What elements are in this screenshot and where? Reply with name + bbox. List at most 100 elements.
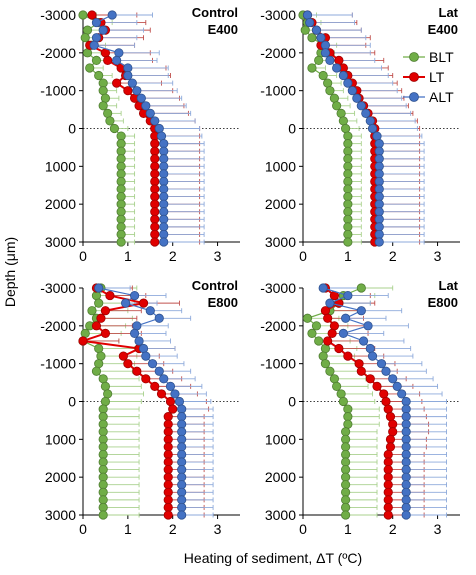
data-point-lt <box>150 237 160 247</box>
data-point-alt <box>129 290 140 301</box>
y-tick-label: 1000 <box>45 431 76 447</box>
x-tick-label: 1 <box>344 248 352 264</box>
data-point-alt <box>374 176 384 187</box>
data-point-lt <box>383 457 393 467</box>
y-axis-label: Depth (μm) <box>2 237 18 307</box>
data-point-lt <box>388 427 398 437</box>
data-point-blt <box>116 199 126 209</box>
data-point-lt <box>385 412 396 422</box>
data-point-alt <box>123 63 133 73</box>
data-point-blt <box>343 169 353 179</box>
data-point-blt <box>336 389 346 399</box>
data-point-alt <box>177 502 187 513</box>
data-point-alt <box>401 502 411 513</box>
y-tick-label: 1000 <box>265 431 296 447</box>
data-point-blt <box>341 427 351 437</box>
data-point-blt <box>116 207 126 217</box>
data-point-blt <box>323 78 333 88</box>
data-point-alt <box>159 169 169 179</box>
data-point-alt <box>332 63 342 73</box>
data-point-alt <box>401 495 411 505</box>
legend-marker-lt <box>409 72 419 82</box>
data-point-blt <box>307 63 317 73</box>
data-point-blt <box>100 381 111 391</box>
data-point-alt <box>318 283 328 293</box>
data-point-alt <box>94 283 104 293</box>
data-point-alt <box>127 78 137 88</box>
data-point-blt <box>116 192 126 202</box>
data-point-alt <box>374 237 384 247</box>
legend-marker-blt <box>409 52 419 62</box>
data-point-alt <box>159 214 169 224</box>
data-point-blt <box>116 131 126 141</box>
y-tick-label: 2000 <box>265 196 296 212</box>
data-point-blt <box>343 139 353 149</box>
data-point-lt <box>383 495 393 505</box>
data-point-lt <box>150 154 160 164</box>
data-point-alt <box>401 412 411 422</box>
data-point-alt <box>356 306 366 316</box>
data-point-alt <box>154 123 164 134</box>
data-point-lt <box>96 313 106 323</box>
data-point-blt <box>98 457 108 467</box>
data-point-blt <box>116 169 126 179</box>
y-tick-label: 1000 <box>265 158 296 174</box>
data-point-alt <box>177 510 187 520</box>
data-point-alt <box>401 404 411 414</box>
data-point-alt <box>159 374 169 384</box>
panel-title-line2: E400 <box>208 22 238 37</box>
data-point-alt <box>397 389 407 399</box>
data-point-lt <box>163 502 173 513</box>
data-point-blt <box>94 298 104 308</box>
data-point-blt <box>98 502 108 513</box>
y-tick-label: 0 <box>68 394 76 410</box>
data-point-alt <box>141 351 151 361</box>
data-point-blt <box>98 412 108 422</box>
legend-label-lt: LT <box>429 69 445 85</box>
data-point-lt <box>320 306 331 316</box>
data-point-blt <box>343 184 353 194</box>
data-point-blt <box>98 442 108 452</box>
data-point-alt <box>159 154 169 164</box>
data-point-blt <box>98 472 108 482</box>
x-tick-label: 3 <box>214 248 222 264</box>
data-point-lt <box>141 374 151 384</box>
data-point-lt <box>150 199 160 209</box>
data-point-alt <box>343 78 353 88</box>
data-point-alt <box>356 101 366 111</box>
data-point-blt <box>341 123 351 134</box>
y-tick-label: 2000 <box>45 196 76 212</box>
data-point-lt <box>163 419 173 429</box>
data-point-alt <box>388 374 398 384</box>
data-point-lt <box>168 404 178 414</box>
data-point-alt <box>325 55 335 66</box>
data-point-blt <box>103 389 113 399</box>
data-point-alt <box>177 464 187 475</box>
data-point-alt <box>177 487 187 497</box>
data-point-blt <box>325 366 335 376</box>
data-point-alt <box>320 48 331 58</box>
data-point-alt <box>376 359 387 369</box>
data-point-blt <box>307 33 317 43</box>
panel-title-line1: Control <box>192 278 238 293</box>
data-point-blt <box>341 457 351 467</box>
data-point-lt <box>150 214 160 224</box>
data-point-alt <box>374 161 384 171</box>
data-point-alt <box>177 449 187 460</box>
data-point-blt <box>343 229 353 240</box>
data-point-lt <box>327 328 337 338</box>
data-point-lt <box>383 404 393 414</box>
data-point-blt <box>343 222 353 232</box>
data-point-blt <box>341 502 351 513</box>
data-point-blt <box>343 237 353 247</box>
data-point-blt <box>109 123 120 134</box>
data-point-lt <box>150 176 160 187</box>
data-point-blt <box>320 343 331 354</box>
data-point-blt <box>329 374 339 384</box>
data-point-alt <box>401 442 411 452</box>
data-point-blt <box>341 434 351 444</box>
data-point-lt <box>132 366 142 376</box>
data-point-lt <box>150 222 160 232</box>
panel-title-line2: E800 <box>208 295 238 310</box>
x-axis-label: Heating of sediment, ΔT (ºC) <box>184 550 362 566</box>
